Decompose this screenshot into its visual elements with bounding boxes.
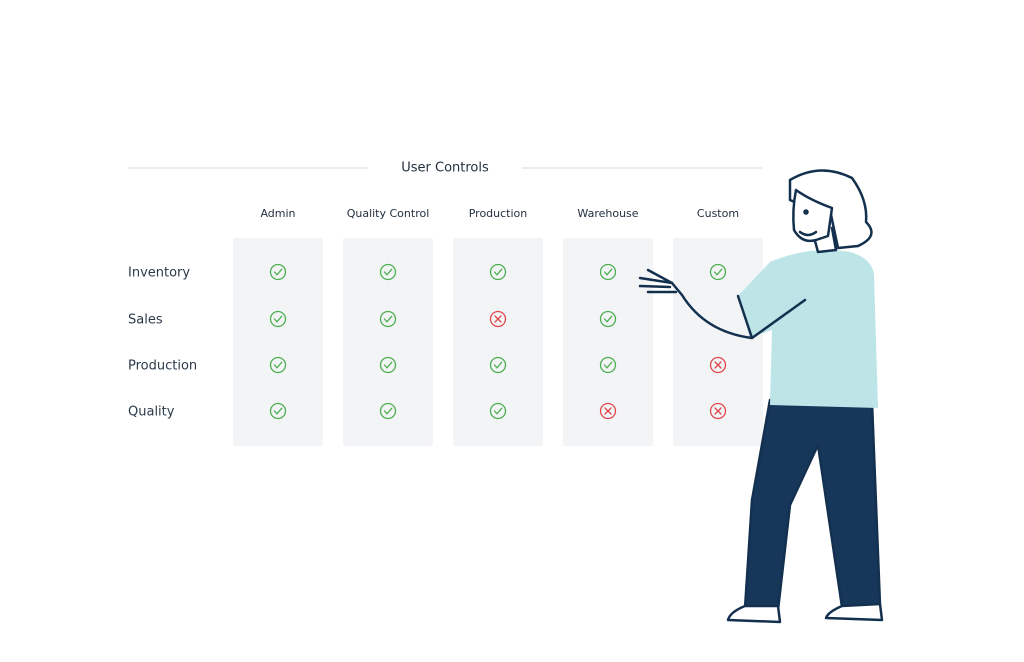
check-icon <box>599 356 617 374</box>
cross-icon <box>489 310 507 328</box>
icon-ring <box>489 402 507 420</box>
icon-ring <box>599 310 617 328</box>
icon-ring <box>489 356 507 374</box>
column-header: Quality Control <box>347 207 430 220</box>
icon-ring <box>489 310 507 328</box>
check-stroke <box>713 268 723 276</box>
check-icon <box>269 263 287 281</box>
icon-ring <box>379 356 397 374</box>
check-icon <box>379 402 397 420</box>
column-header: Warehouse <box>577 207 638 220</box>
icon-ring <box>379 402 397 420</box>
check-icon <box>379 310 397 328</box>
check-stroke <box>493 407 503 415</box>
cross-icon <box>709 402 727 420</box>
check-icon <box>489 356 507 374</box>
cross-stroke <box>714 407 722 415</box>
icon-ring <box>709 263 727 281</box>
column-panel <box>453 238 543 446</box>
check-icon <box>489 263 507 281</box>
permission-grid: Admin Quality Control Production Warehouse C… <box>128 207 763 446</box>
check-stroke <box>383 268 393 276</box>
icon-ring <box>379 310 397 328</box>
check-stroke <box>383 315 393 323</box>
icon-ring <box>269 402 287 420</box>
icon-ring <box>489 263 507 281</box>
column-panel <box>233 238 323 446</box>
check-icon <box>269 356 287 374</box>
check-icon <box>489 402 507 420</box>
column-panel <box>563 238 653 446</box>
column-header: Admin <box>260 207 295 220</box>
row-label: Inventory <box>128 266 190 281</box>
check-stroke <box>603 361 613 369</box>
cross-stroke <box>714 361 722 369</box>
check-stroke <box>383 361 393 369</box>
check-icon <box>709 263 727 281</box>
check-icon <box>379 356 397 374</box>
column-panel <box>343 238 433 446</box>
row-label: Quality <box>128 405 175 420</box>
icon-ring <box>379 263 397 281</box>
title: User Controls <box>401 161 489 176</box>
check-stroke <box>493 268 503 276</box>
row-label: Production <box>128 359 197 374</box>
icon-ring <box>599 402 617 420</box>
icon-ring <box>709 356 727 374</box>
check-icon <box>269 402 287 420</box>
check-icon <box>599 310 617 328</box>
check-stroke <box>383 407 393 415</box>
check-stroke <box>493 361 503 369</box>
cross-icon <box>599 402 617 420</box>
icon-ring <box>599 356 617 374</box>
check-icon <box>599 263 617 281</box>
icon-ring <box>269 356 287 374</box>
cross-stroke <box>494 315 502 323</box>
check-stroke <box>273 268 283 276</box>
icon-ring <box>269 263 287 281</box>
check-stroke <box>273 407 283 415</box>
column-panel <box>673 238 763 446</box>
icon-ring <box>599 263 617 281</box>
check-icon <box>269 310 287 328</box>
icon-ring <box>709 402 727 420</box>
check-stroke <box>603 268 613 276</box>
cross-icon <box>709 356 727 374</box>
column-header: Custom <box>697 207 739 220</box>
row-label: Sales <box>128 313 163 328</box>
check-icon <box>379 263 397 281</box>
column-header: Production <box>469 207 528 220</box>
person-figure <box>638 169 884 624</box>
check-stroke <box>603 315 613 323</box>
check-stroke <box>273 315 283 323</box>
cross-stroke <box>604 407 612 415</box>
icon-ring <box>269 310 287 328</box>
check-stroke <box>273 361 283 369</box>
